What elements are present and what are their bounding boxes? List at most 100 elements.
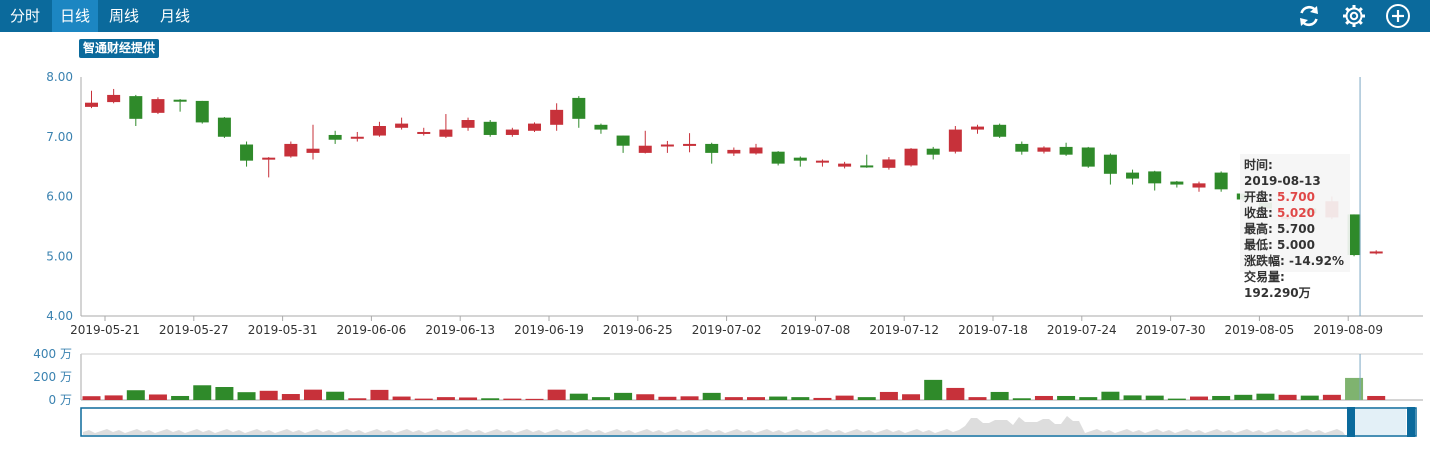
- y-tick-label: 4.00: [46, 309, 73, 323]
- volume-bar: [724, 397, 743, 400]
- candle-body: [815, 160, 829, 163]
- candle-body: [1059, 146, 1073, 155]
- volume-bar: [525, 398, 544, 400]
- volume-bar: [879, 391, 898, 400]
- volume-bar: [348, 398, 367, 400]
- volume-bar: [1322, 394, 1341, 400]
- volume-bar: [1167, 398, 1186, 400]
- volume-bar: [1012, 398, 1031, 400]
- candle-body: [395, 123, 409, 128]
- candle-body: [129, 96, 143, 119]
- x-tick-label: 2019-05-27: [159, 323, 229, 337]
- candle-body: [838, 163, 852, 167]
- candle-body: [151, 99, 165, 113]
- volume-bar: [104, 395, 123, 400]
- tooltip-open: 5.700: [1277, 190, 1315, 204]
- volume-tick-label: 0 万: [49, 393, 72, 407]
- x-tick-label: 2019-05-31: [248, 323, 318, 337]
- tooltip-low: 5.000: [1277, 238, 1315, 252]
- volume-bar: [237, 392, 256, 400]
- x-tick-label: 2019-06-25: [603, 323, 673, 337]
- volume-bar: [459, 397, 478, 400]
- candle-body: [195, 100, 209, 123]
- volume-bar: [1101, 391, 1120, 400]
- plus-circle-icon[interactable]: [1385, 3, 1411, 29]
- volume-bar: [614, 392, 633, 400]
- candle-body: [1103, 154, 1117, 174]
- x-tick-label: 2019-07-08: [781, 323, 851, 337]
- candle-body: [971, 126, 984, 130]
- volume-bar: [281, 394, 300, 400]
- candle-body: [1192, 183, 1206, 188]
- candle-body: [572, 97, 586, 119]
- tooltip-high: 5.700: [1277, 222, 1315, 236]
- volume-bar: [126, 390, 145, 400]
- x-tick-label: 2019-06-13: [425, 323, 495, 337]
- navigator-series: [83, 416, 1345, 435]
- volume-bar: [326, 391, 345, 400]
- volume-bar: [1234, 394, 1253, 400]
- candle-body: [173, 99, 187, 102]
- volume-bar: [591, 397, 610, 400]
- candle-body: [904, 148, 918, 166]
- volume-bar: [215, 387, 234, 400]
- refresh-icon[interactable]: [1296, 3, 1322, 29]
- candle-body: [217, 117, 231, 137]
- candle-body: [727, 149, 741, 154]
- candle-body: [306, 148, 320, 153]
- candle-body: [926, 148, 940, 155]
- volume-bar: [481, 398, 500, 400]
- volume-bar: [569, 393, 588, 400]
- tooltip-close: 5.020: [1277, 206, 1315, 220]
- candle-body: [860, 165, 874, 168]
- volume-bar: [636, 394, 655, 400]
- x-tick-label: 2019-07-02: [692, 323, 762, 337]
- navigator-handle-left: [1347, 407, 1355, 437]
- x-tick-label: 2019-07-24: [1047, 323, 1117, 337]
- volume-bar: [968, 397, 987, 400]
- candle-body: [461, 120, 475, 128]
- x-tick-label: 2019-07-30: [1136, 323, 1206, 337]
- candle-body: [616, 135, 630, 146]
- volume-bar: [1300, 395, 1319, 400]
- candle-body: [1170, 181, 1184, 185]
- candle-body: [771, 151, 785, 164]
- candle-body: [683, 143, 697, 146]
- tooltip-volume-label: 交易量:: [1244, 270, 1285, 284]
- volume-bar: [813, 397, 832, 400]
- candle-body: [1015, 143, 1029, 152]
- tab-daily[interactable]: 日线: [52, 0, 99, 32]
- candle-body: [350, 136, 364, 139]
- tooltip-close-label: 收盘:: [1244, 206, 1273, 220]
- volume-bar: [680, 396, 699, 400]
- gear-icon[interactable]: [1341, 3, 1367, 29]
- x-tick-label: 2019-08-09: [1313, 323, 1383, 337]
- tooltip-volume: 192.290万: [1244, 286, 1311, 300]
- volume-bar: [370, 389, 389, 400]
- candle-body: [439, 129, 453, 137]
- x-tick-label: 2019-05-21: [70, 323, 140, 337]
- tab-intraday[interactable]: 分时: [10, 7, 41, 25]
- candle-body: [1126, 172, 1140, 179]
- tooltip-low-label: 最低:: [1244, 238, 1273, 252]
- candle-body: [550, 109, 564, 125]
- volume-bar: [791, 397, 810, 400]
- candle-body: [638, 145, 652, 153]
- candle-body: [705, 143, 719, 153]
- candle-body: [1037, 147, 1051, 152]
- volume-bar: [1212, 395, 1231, 400]
- volume-bar: [1256, 393, 1275, 400]
- tab-weekly[interactable]: 周线: [109, 7, 140, 25]
- volume-bar: [503, 398, 522, 400]
- x-tick-label: 2019-08-05: [1225, 323, 1295, 337]
- candle-body: [594, 124, 608, 130]
- volume-bar: [1123, 395, 1142, 400]
- y-tick-label: 5.00: [46, 249, 73, 263]
- candle-body: [1347, 214, 1361, 256]
- tooltip-time: 2019-08-13: [1244, 174, 1321, 188]
- x-tick-label: 2019-06-06: [337, 323, 407, 337]
- tab-monthly[interactable]: 月线: [160, 7, 191, 25]
- volume-bar: [946, 387, 965, 400]
- volume-bar: [924, 379, 943, 400]
